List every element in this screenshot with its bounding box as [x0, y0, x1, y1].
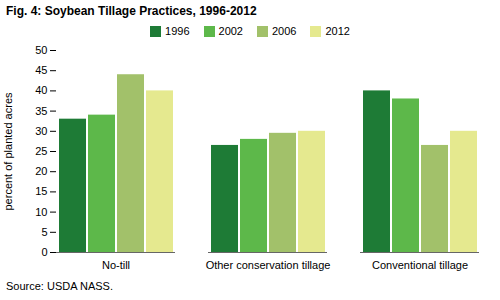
- svg-text:percent of planted acres: percent of planted acres: [2, 92, 14, 211]
- html-text:1996: 1996: [165, 25, 190, 37]
- svg-text:15: 15: [35, 185, 47, 197]
- html-text:2002: 2002: [218, 25, 243, 37]
- svg-text:50: 50: [35, 44, 47, 56]
- svg-text:0: 0: [41, 246, 47, 258]
- svg-text:No-till: No-till: [102, 259, 130, 271]
- svg-text:40: 40: [35, 84, 47, 96]
- svg-text:25: 25: [35, 145, 47, 157]
- svg-text:10: 10: [35, 206, 47, 218]
- svg-text:5: 5: [41, 226, 47, 238]
- html-text:2012: 2012: [325, 25, 350, 37]
- svg-text:20: 20: [35, 165, 47, 177]
- svg-text:Conventional tillage: Conventional tillage: [372, 259, 468, 271]
- html-text:Fig. 4: Soybean Tillage Practi: Fig. 4: Soybean Tillage Practices, 1996-…: [6, 4, 257, 18]
- svg-text:35: 35: [35, 105, 47, 117]
- svg-text:30: 30: [35, 125, 47, 137]
- svg-text:45: 45: [35, 64, 47, 76]
- html-text:Source: USDA NASS.: Source: USDA NASS.: [6, 280, 113, 292]
- html-text:2006: 2006: [272, 25, 297, 37]
- svg-text:Other conservation tillage: Other conservation tillage: [206, 259, 331, 271]
